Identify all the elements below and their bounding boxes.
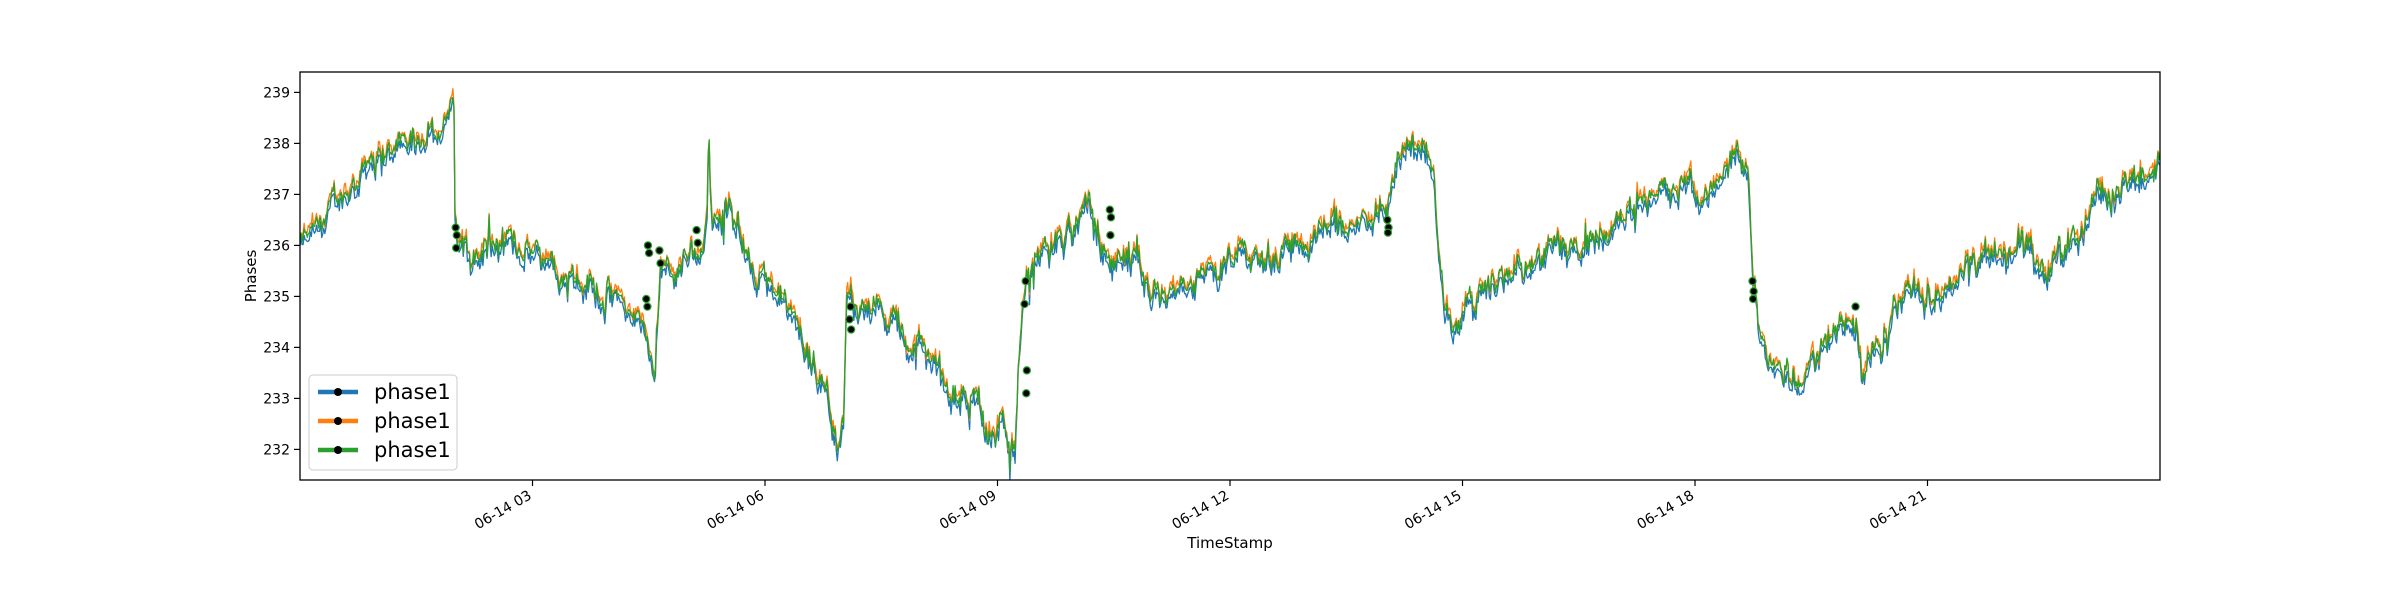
legend-marker-3 bbox=[334, 446, 342, 454]
data-marker-20 bbox=[1106, 213, 1116, 222]
data-marker-10 bbox=[692, 225, 701, 235]
data-marker-1 bbox=[451, 223, 460, 232]
y-tick-label: 239 bbox=[263, 85, 290, 101]
y-axis-label: Phases bbox=[242, 250, 260, 303]
y-tick-label: 234 bbox=[263, 340, 290, 356]
data-marker-21 bbox=[1106, 230, 1115, 240]
data-marker-26 bbox=[1749, 287, 1758, 296]
series-line-3 bbox=[300, 96, 2160, 474]
x-tick-label: 06-14 09 bbox=[937, 488, 1000, 533]
data-marker-19 bbox=[1105, 205, 1115, 214]
x-axis-label: TimeStamp bbox=[1186, 534, 1272, 552]
data-marker-8 bbox=[655, 246, 664, 255]
data-marker-17 bbox=[1022, 366, 1032, 375]
data-marker-25 bbox=[1748, 276, 1757, 286]
legend: phase1 phase1 phase1 bbox=[308, 374, 458, 471]
legend-label-3: phase1 bbox=[374, 438, 451, 462]
x-tick-label: 06-14 21 bbox=[1867, 488, 1930, 533]
data-marker-2 bbox=[452, 230, 462, 240]
series-line-1 bbox=[300, 97, 2160, 480]
x-tick-label: 06-14 12 bbox=[1169, 488, 1232, 533]
legend-frame bbox=[308, 374, 458, 471]
legend-marker-1 bbox=[334, 388, 342, 396]
data-marker-12 bbox=[846, 302, 855, 311]
data-marker-6 bbox=[642, 294, 651, 304]
data-marker-4 bbox=[643, 241, 653, 250]
data-marker-27 bbox=[1748, 294, 1758, 304]
y-tick-label: 233 bbox=[263, 391, 290, 407]
x-tick-label: 06-14 15 bbox=[1402, 488, 1465, 533]
x-tick-label: 06-14 03 bbox=[472, 488, 535, 533]
data-marker-28 bbox=[1851, 302, 1860, 311]
data-marker-11 bbox=[693, 238, 702, 248]
data-marker-7 bbox=[643, 302, 652, 311]
data-marker-3 bbox=[452, 243, 461, 253]
y-tick-label: 236 bbox=[263, 238, 290, 254]
series-layer bbox=[300, 87, 2160, 480]
legend-label-1: phase1 bbox=[374, 380, 451, 404]
data-marker-14 bbox=[846, 325, 856, 334]
legend-marker-2 bbox=[334, 417, 342, 425]
y-tick-label: 232 bbox=[263, 442, 290, 458]
series-line-2 bbox=[300, 87, 2160, 465]
y-tick-label: 235 bbox=[263, 289, 290, 305]
x-axis: 06-14 03 06-14 06 06-14 09 06-14 12 06-14 15… bbox=[472, 480, 1930, 533]
y-tick-label: 238 bbox=[263, 136, 290, 152]
data-marker-9 bbox=[656, 259, 665, 268]
data-marker-13 bbox=[845, 315, 854, 324]
data-marker-24 bbox=[1383, 228, 1393, 237]
legend-label-2: phase1 bbox=[374, 409, 451, 433]
y-tick-label: 237 bbox=[263, 187, 290, 203]
data-marker-22 bbox=[1383, 215, 1392, 225]
data-marker-5 bbox=[644, 248, 654, 258]
plot-frame bbox=[299, 71, 2161, 481]
data-marker-16 bbox=[1020, 299, 1029, 309]
data-marker-18 bbox=[1022, 389, 1031, 398]
x-tick-label: 06-14 18 bbox=[1634, 488, 1697, 533]
x-tick-label: 06-14 06 bbox=[704, 488, 767, 533]
data-marker-15 bbox=[1021, 276, 1030, 286]
marker-layer bbox=[451, 205, 1860, 398]
y-axis: 232 233 234 235 236 237 238 239 bbox=[263, 85, 300, 458]
